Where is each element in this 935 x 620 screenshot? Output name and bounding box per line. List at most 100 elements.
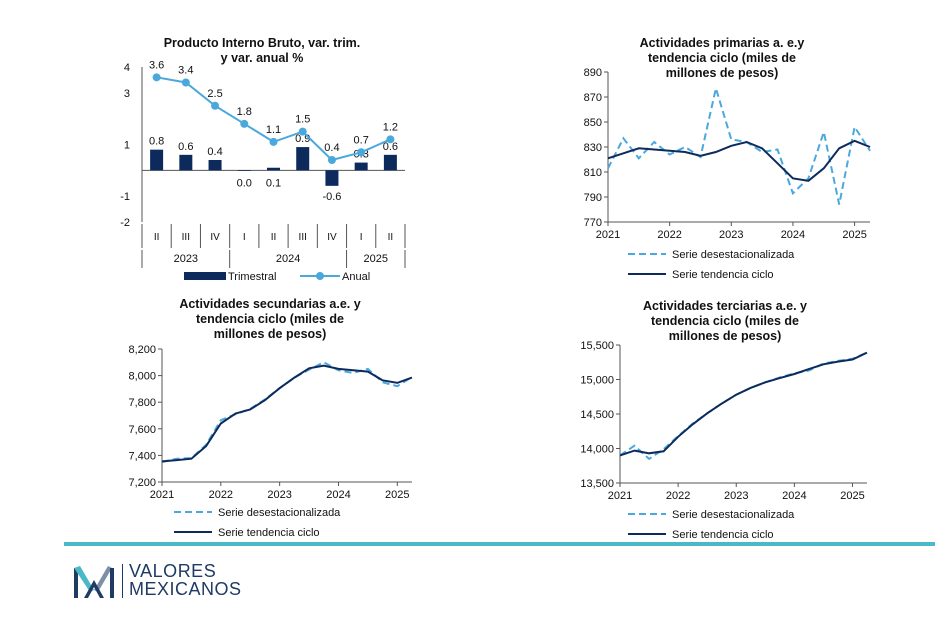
chart1-y-tick-label: 790 (584, 192, 602, 204)
chart0-bar (267, 167, 280, 171)
logo-line-1: VALORES (129, 561, 217, 581)
chart1-title-line-1: tendencia ciclo (miles de (648, 51, 796, 65)
chart0-anual-label: 1.1 (266, 124, 281, 136)
chart0-bar (150, 149, 164, 171)
chart1-y-tick-label: 830 (584, 142, 602, 154)
chart0-bar (179, 154, 193, 171)
chart0-bar-label: -0.6 (322, 191, 341, 203)
chart3-title-line-1: tendencia ciclo (miles de (651, 314, 799, 328)
chart2-legend-label: Serie desestacionalizada (218, 507, 341, 519)
chart2-y-tick-label: 7,800 (128, 397, 156, 409)
chart0-bar-label: 0.1 (266, 177, 281, 189)
chart0-year-label: 2024 (276, 253, 300, 265)
chart1-title-line-0: Actividades primarias a. e.y (640, 36, 805, 50)
chart0-bar (383, 154, 397, 171)
chart0-category-label: III (299, 232, 307, 243)
chart3-x-tick-label: 2025 (840, 490, 864, 502)
chart1-x-tick-label: 2025 (842, 229, 866, 241)
chart0-bar (208, 160, 222, 171)
chart2-y-tick-label: 7,600 (128, 424, 156, 436)
chart0-y-tick-label: -1 (120, 191, 130, 203)
chart2-title-line-2: millones de pesos) (214, 327, 327, 341)
chart1-x-tick-label: 2024 (781, 229, 805, 241)
chart0-category-label: IV (210, 232, 220, 243)
chart0-category-label: II (271, 232, 277, 243)
logo-separator (122, 564, 123, 598)
chart0-anual-point (298, 127, 307, 136)
chart3-x-tick-label: 2021 (608, 490, 632, 502)
chart3-x-tick-label: 2024 (782, 490, 806, 502)
chart1-legend-label: Serie tendencia ciclo (672, 269, 774, 281)
chart0-bar-label: 0.8 (149, 136, 164, 148)
charts-canvas: Producto Interno Bruto, var. trim.y var.… (120, 36, 871, 540)
chart0-year-label: 2023 (174, 253, 198, 265)
chart0-anual-point (386, 135, 395, 144)
footer-divider (64, 542, 935, 546)
chart0-category-label: II (154, 232, 160, 243)
chart0-y-tick-label: -2 (120, 217, 130, 229)
chart3-legend-label: Serie tendencia ciclo (672, 529, 774, 540)
chart2-x-tick-label: 2022 (209, 489, 233, 501)
chart3-series-desestacionalizada-line (619, 351, 868, 461)
chart3-x-tick-label: 2022 (666, 490, 690, 502)
chart0-legend-label-trimestral: Trimestral (228, 271, 276, 283)
chart3-x-tick-label: 2023 (724, 490, 748, 502)
chart0-anual-label: 2.5 (207, 88, 222, 100)
chart2-x-tick-label: 2025 (385, 489, 409, 501)
chart0-anual-point (327, 156, 336, 164)
chart3-title-line-0: Actividades terciarias a.e. y (643, 299, 807, 313)
chart3-title-line-2: millones de pesos) (669, 329, 782, 343)
chart1-series-desestacionalizada-line (607, 84, 871, 205)
chart2-y-tick-label: 8,000 (128, 371, 156, 383)
chart2-x-tick-label: 2023 (267, 489, 291, 501)
chart0-anual-label: 3.4 (178, 65, 193, 77)
chart3-series-tendencia-line (619, 351, 868, 457)
chart2-series-desestacionalizada-line (161, 361, 413, 464)
chart0-y-tick-label: 3 (124, 88, 130, 100)
brand-logo: VALORES MEXICANOS (72, 562, 262, 602)
chart2-title-line-0: Actividades secundarias a.e. y (179, 297, 360, 311)
chart0-category-label: I (360, 232, 363, 243)
chart2-title-line-1: tendencia ciclo (miles de (196, 312, 344, 326)
chart0-legend-marker-anual (316, 272, 324, 280)
chart1-x-tick-label: 2022 (657, 229, 681, 241)
chart2-y-tick-label: 8,200 (128, 344, 156, 356)
chart0-year-label: 2025 (364, 253, 388, 265)
chart0-bar (237, 170, 251, 171)
chart2-y-tick-label: 7,400 (128, 450, 156, 462)
chart0-bar-label: 0.0 (237, 177, 252, 189)
chart1-series-tendencia-line (607, 139, 871, 182)
chart1-x-tick-label: 2021 (596, 229, 620, 241)
logo-wordmark: VALORES MEXICANOS (129, 562, 242, 598)
chart3-y-tick-label: 15,000 (580, 375, 614, 387)
chart0-bar-label: 0.6 (383, 141, 398, 153)
chart1-title-line-2: millones de pesos) (666, 66, 779, 80)
chart0-anual-label: 3.6 (149, 59, 164, 71)
chart0-anual-point (181, 78, 190, 87)
chart2-y-tick-label: 7,200 (128, 477, 156, 489)
chart0-anual-label: 0.7 (354, 134, 369, 146)
chart0-title-line-0: Producto Interno Bruto, var. trim. (164, 36, 361, 50)
chart2-series-tendencia-line (161, 364, 413, 463)
chart0-legend-swatch-trimestral (184, 272, 226, 280)
chart0-category-label: III (182, 232, 190, 243)
chart0-anual-point (269, 137, 278, 146)
chart0-category-label: IV (327, 232, 337, 243)
chart0-anual-point (211, 101, 220, 110)
chart0-anual-point (240, 119, 249, 128)
chart1-y-tick-label: 770 (584, 217, 602, 229)
chart0-anual-label: 1.2 (383, 121, 398, 133)
chart0-anual-point (152, 73, 161, 82)
chart1-legend-label: Serie desestacionalizada (672, 249, 795, 261)
chart3-y-tick-label: 14,000 (580, 444, 614, 456)
chart0-category-label: II (388, 232, 394, 243)
chart0-y-tick-label: 4 (124, 62, 130, 74)
chart1-y-tick-label: 890 (584, 67, 602, 79)
chart0-anual-label: 0.4 (324, 142, 339, 154)
chart0-title-line-1: y var. anual % (221, 51, 304, 65)
chart2-x-tick-label: 2024 (326, 489, 350, 501)
chart0-bar-label: 0.4 (207, 146, 222, 158)
chart0-bar (296, 147, 310, 171)
chart0-y-tick-label: 1 (124, 140, 130, 152)
chart2-legend-label: Serie tendencia ciclo (218, 527, 320, 539)
